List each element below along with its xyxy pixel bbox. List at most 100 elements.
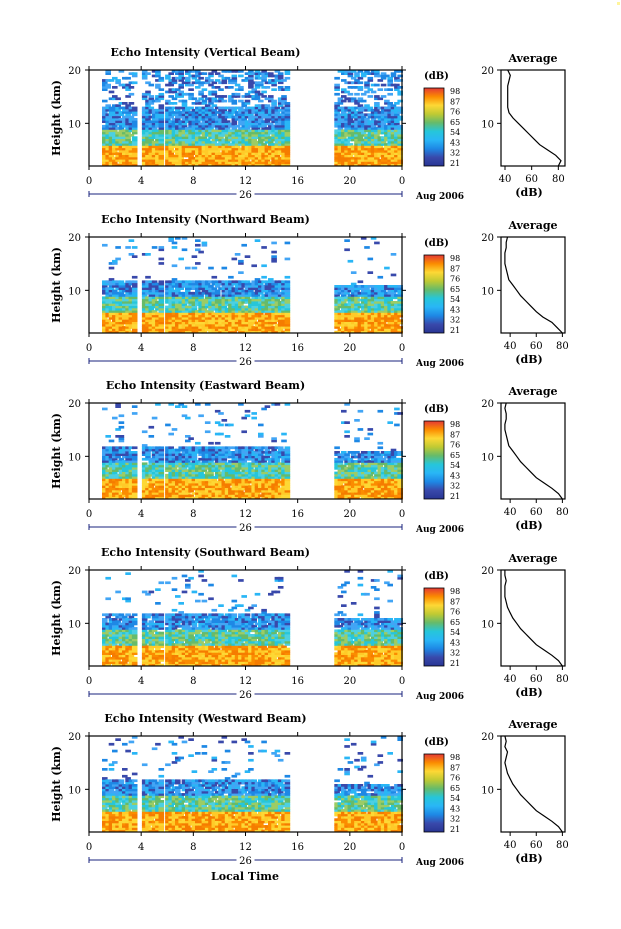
heatmap-cell [198,312,204,316]
heatmap-cell [128,159,135,162]
heatmap-cell [264,291,271,295]
heatmap-cell [374,156,380,160]
heatmap-cell [281,307,287,311]
heatmap-cell [241,319,247,322]
heatmap-cell [241,480,247,484]
heatmap-cell [228,478,234,482]
heatmap-cell [204,312,211,316]
heatmap-cell [195,86,201,89]
heatmap-cell [204,156,211,160]
heatmap-cell [128,451,135,454]
heatmap-cell [264,161,271,165]
heatmap-cell [228,321,234,325]
heatmap-cell [228,113,234,117]
heatmap-cell [394,328,400,332]
heatmap-cell [238,310,244,313]
heatmap-cell [281,102,287,105]
heatmap-cell [155,83,161,87]
heatmap-cell [231,294,238,297]
heatmap-cell [175,120,181,123]
heatmap-cell [258,280,264,284]
heatmap-cell [112,464,118,468]
heatmap-cell [171,296,178,300]
heatmap-cell [264,330,271,334]
heatmap-cell [168,127,174,130]
heatmap-cell [241,448,247,452]
heatmap-cell [228,480,234,484]
heatmap-cell [277,307,284,311]
heatmap-cell [171,106,178,110]
heatmap-cell [244,99,251,103]
heatmap-cell [341,70,347,73]
heatmap-cell [145,127,151,130]
heatmap-cell [175,115,181,119]
heatmap-cell [188,457,194,461]
heatmap-cell [191,317,198,320]
heatmap-cell [264,74,271,78]
heatmap-cell [125,478,131,482]
heatmap-cell [145,448,151,452]
heatmap-cell [380,118,387,121]
heatmap-cell [145,314,151,318]
heatmap-cell [128,457,135,461]
heatmap-cell [148,154,155,158]
heatmap-cell [181,489,188,493]
heatmap-cell [208,266,214,270]
heatmap-cell [165,296,171,300]
heatmap-cell [211,480,218,484]
heatmap-cell [201,152,208,155]
heatmap-cell [277,97,284,101]
heatmap-cell [108,455,115,459]
heatmap-cell [261,301,267,304]
heatmap-cell [198,446,204,450]
heatmap-cell [168,310,174,313]
heatmap-cell [105,451,111,454]
heatmap-cell [151,296,158,300]
heatmap-cell [118,296,125,300]
heatmap-cell [248,301,254,304]
heatmap-cell [228,108,234,112]
heatmap-cell [112,285,118,288]
heatmap-cell [360,134,367,137]
heatmap-cell [195,147,201,151]
heatmap-cell [112,448,118,452]
heatmap-cell [128,118,135,121]
heatmap-cell [284,115,291,119]
heatmap-cell [271,127,277,130]
heatmap-cell [367,150,374,153]
heatmap-cell [224,473,231,477]
heatmap-cell [354,161,360,165]
heatmap-cell [118,312,125,316]
heatmap-cell [105,462,111,466]
heatmap-cell [354,79,360,82]
heatmap-cell [244,154,251,158]
heatmap-cell [364,152,370,155]
heatmap-cell [171,323,178,327]
heatmap-cell [188,451,194,454]
heatmap-cell [115,104,121,107]
heatmap-cell [155,321,161,325]
heatmap-cell [165,134,171,137]
heatmap-cell [271,83,277,87]
heatmap-cell [158,301,165,304]
heatmap-cell [251,122,257,126]
heatmap-cell [171,161,178,165]
heatmap-cell [221,145,228,149]
heatmap-cell [264,282,271,286]
heatmap-cell [244,496,251,500]
heatmap-cell [214,115,221,119]
heatmap-cell [165,99,171,103]
heatmap-cell [208,492,214,495]
heatmap-cell [258,159,264,162]
heatmap-cell [108,79,115,82]
heatmap-cell [390,122,397,126]
heatmap-cell [108,150,115,153]
heatmap-cell [364,134,370,137]
heatmap-cell [195,330,201,334]
heatmap-cell [337,154,344,158]
heatmap-cell [364,145,370,149]
heatmap-cell [341,291,347,295]
heatmap-cell [387,285,393,288]
heatmap-cell [244,330,251,334]
heatmap-cell [261,310,267,313]
